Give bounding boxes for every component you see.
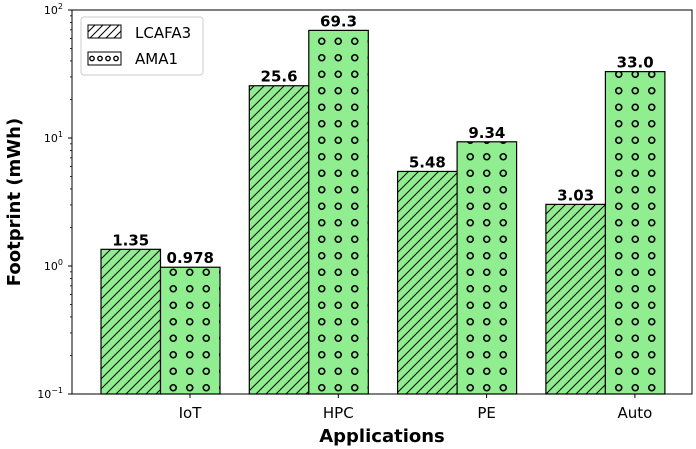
bar-lcafa3-hpc (248, 85, 310, 395)
data-label-lcafa3-hpc: 25.6 (261, 68, 298, 86)
data-label-ama1-pe: 9.34 (468, 124, 505, 142)
y-tick-label: 10−1 (37, 386, 63, 401)
y-tick-label: 101 (44, 130, 63, 145)
legend-label-lcafa3: LCAFA3 (135, 24, 191, 42)
data-label-ama1-auto: 33.0 (617, 54, 654, 72)
x-axis-ticks: IoT HPC PE Auto (179, 394, 652, 422)
data-labels-group: 1.35 0.978 25.6 69.3 5.48 9.34 3.03 33.0 (112, 12, 653, 267)
bar-ama1-hpc (308, 29, 369, 395)
bar-lcafa3-auto (545, 203, 607, 395)
bars-group (100, 29, 666, 395)
data-label-ama1-iot: 0.978 (167, 249, 214, 267)
x-tick-label-auto: Auto (617, 404, 652, 422)
x-tick-label-hpc: HPC (323, 404, 354, 422)
legend-label-ama1: AMA1 (135, 50, 178, 68)
bar-lcafa3-iot (100, 248, 162, 395)
x-axis-title: Applications (319, 426, 445, 447)
legend-swatch-ama1 (87, 51, 122, 66)
y-axis-title: Footprint (mWh) (4, 118, 25, 286)
data-label-lcafa3-pe: 5.48 (409, 153, 446, 171)
bar-ama1-iot (159, 266, 221, 395)
bar-lcafa3-pe (397, 170, 458, 395)
bar-ama1-pe (456, 141, 518, 395)
legend-swatch-lcafa3 (87, 24, 122, 39)
plot-frame (71, 9, 693, 395)
x-tick-label-pe: PE (477, 404, 496, 422)
data-label-lcafa3-iot: 1.35 (112, 231, 149, 249)
bar-ama1-auto (604, 71, 666, 395)
y-tick-label: 100 (44, 258, 63, 273)
data-label-ama1-hpc: 69.3 (320, 12, 357, 30)
legend: LCAFA3 AMA1 (80, 16, 204, 76)
y-tick-label: 102 (44, 2, 63, 17)
x-tick-label-iot: IoT (179, 404, 203, 422)
y-axis-ticks: 10−1 100 101 102 (37, 2, 72, 401)
data-label-lcafa3-auto: 3.03 (557, 186, 594, 204)
